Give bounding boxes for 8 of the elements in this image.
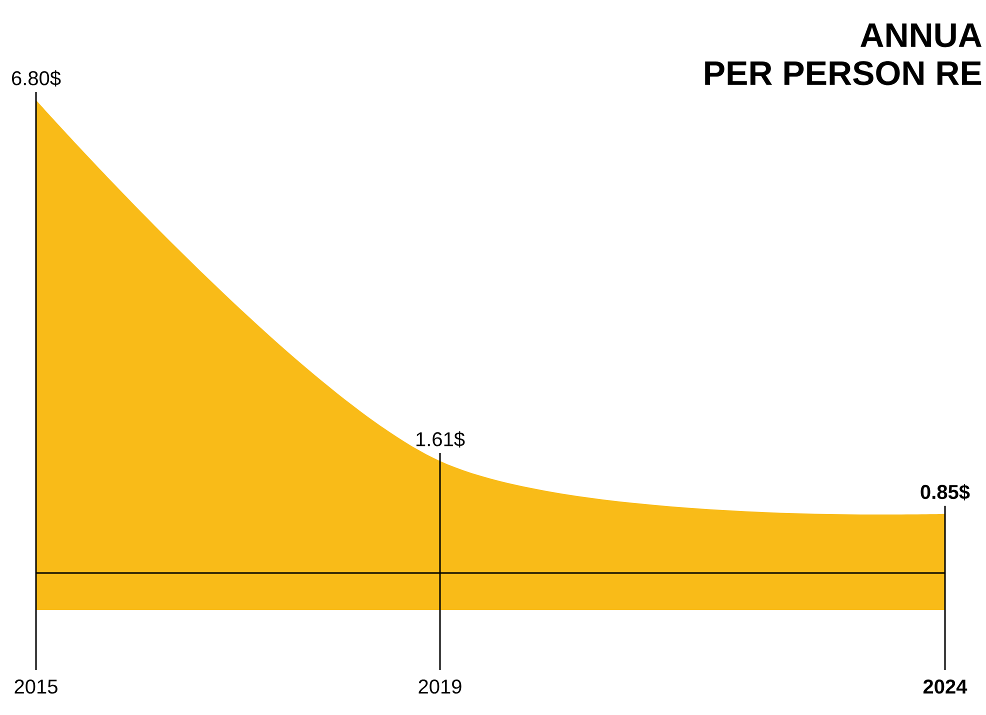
x-tick-label: 2024 xyxy=(923,680,968,694)
data-label: 1.61$ xyxy=(416,431,465,448)
chart-subtitle: PER PERSON RE xyxy=(705,61,982,86)
data-label: 0.85$ xyxy=(920,484,970,500)
x-tick-label: 2015 xyxy=(14,680,58,694)
x-tick-label: 2019 xyxy=(418,680,462,694)
chart-title: ANNUA xyxy=(860,24,982,48)
data-label: 6.80$ xyxy=(12,70,61,86)
